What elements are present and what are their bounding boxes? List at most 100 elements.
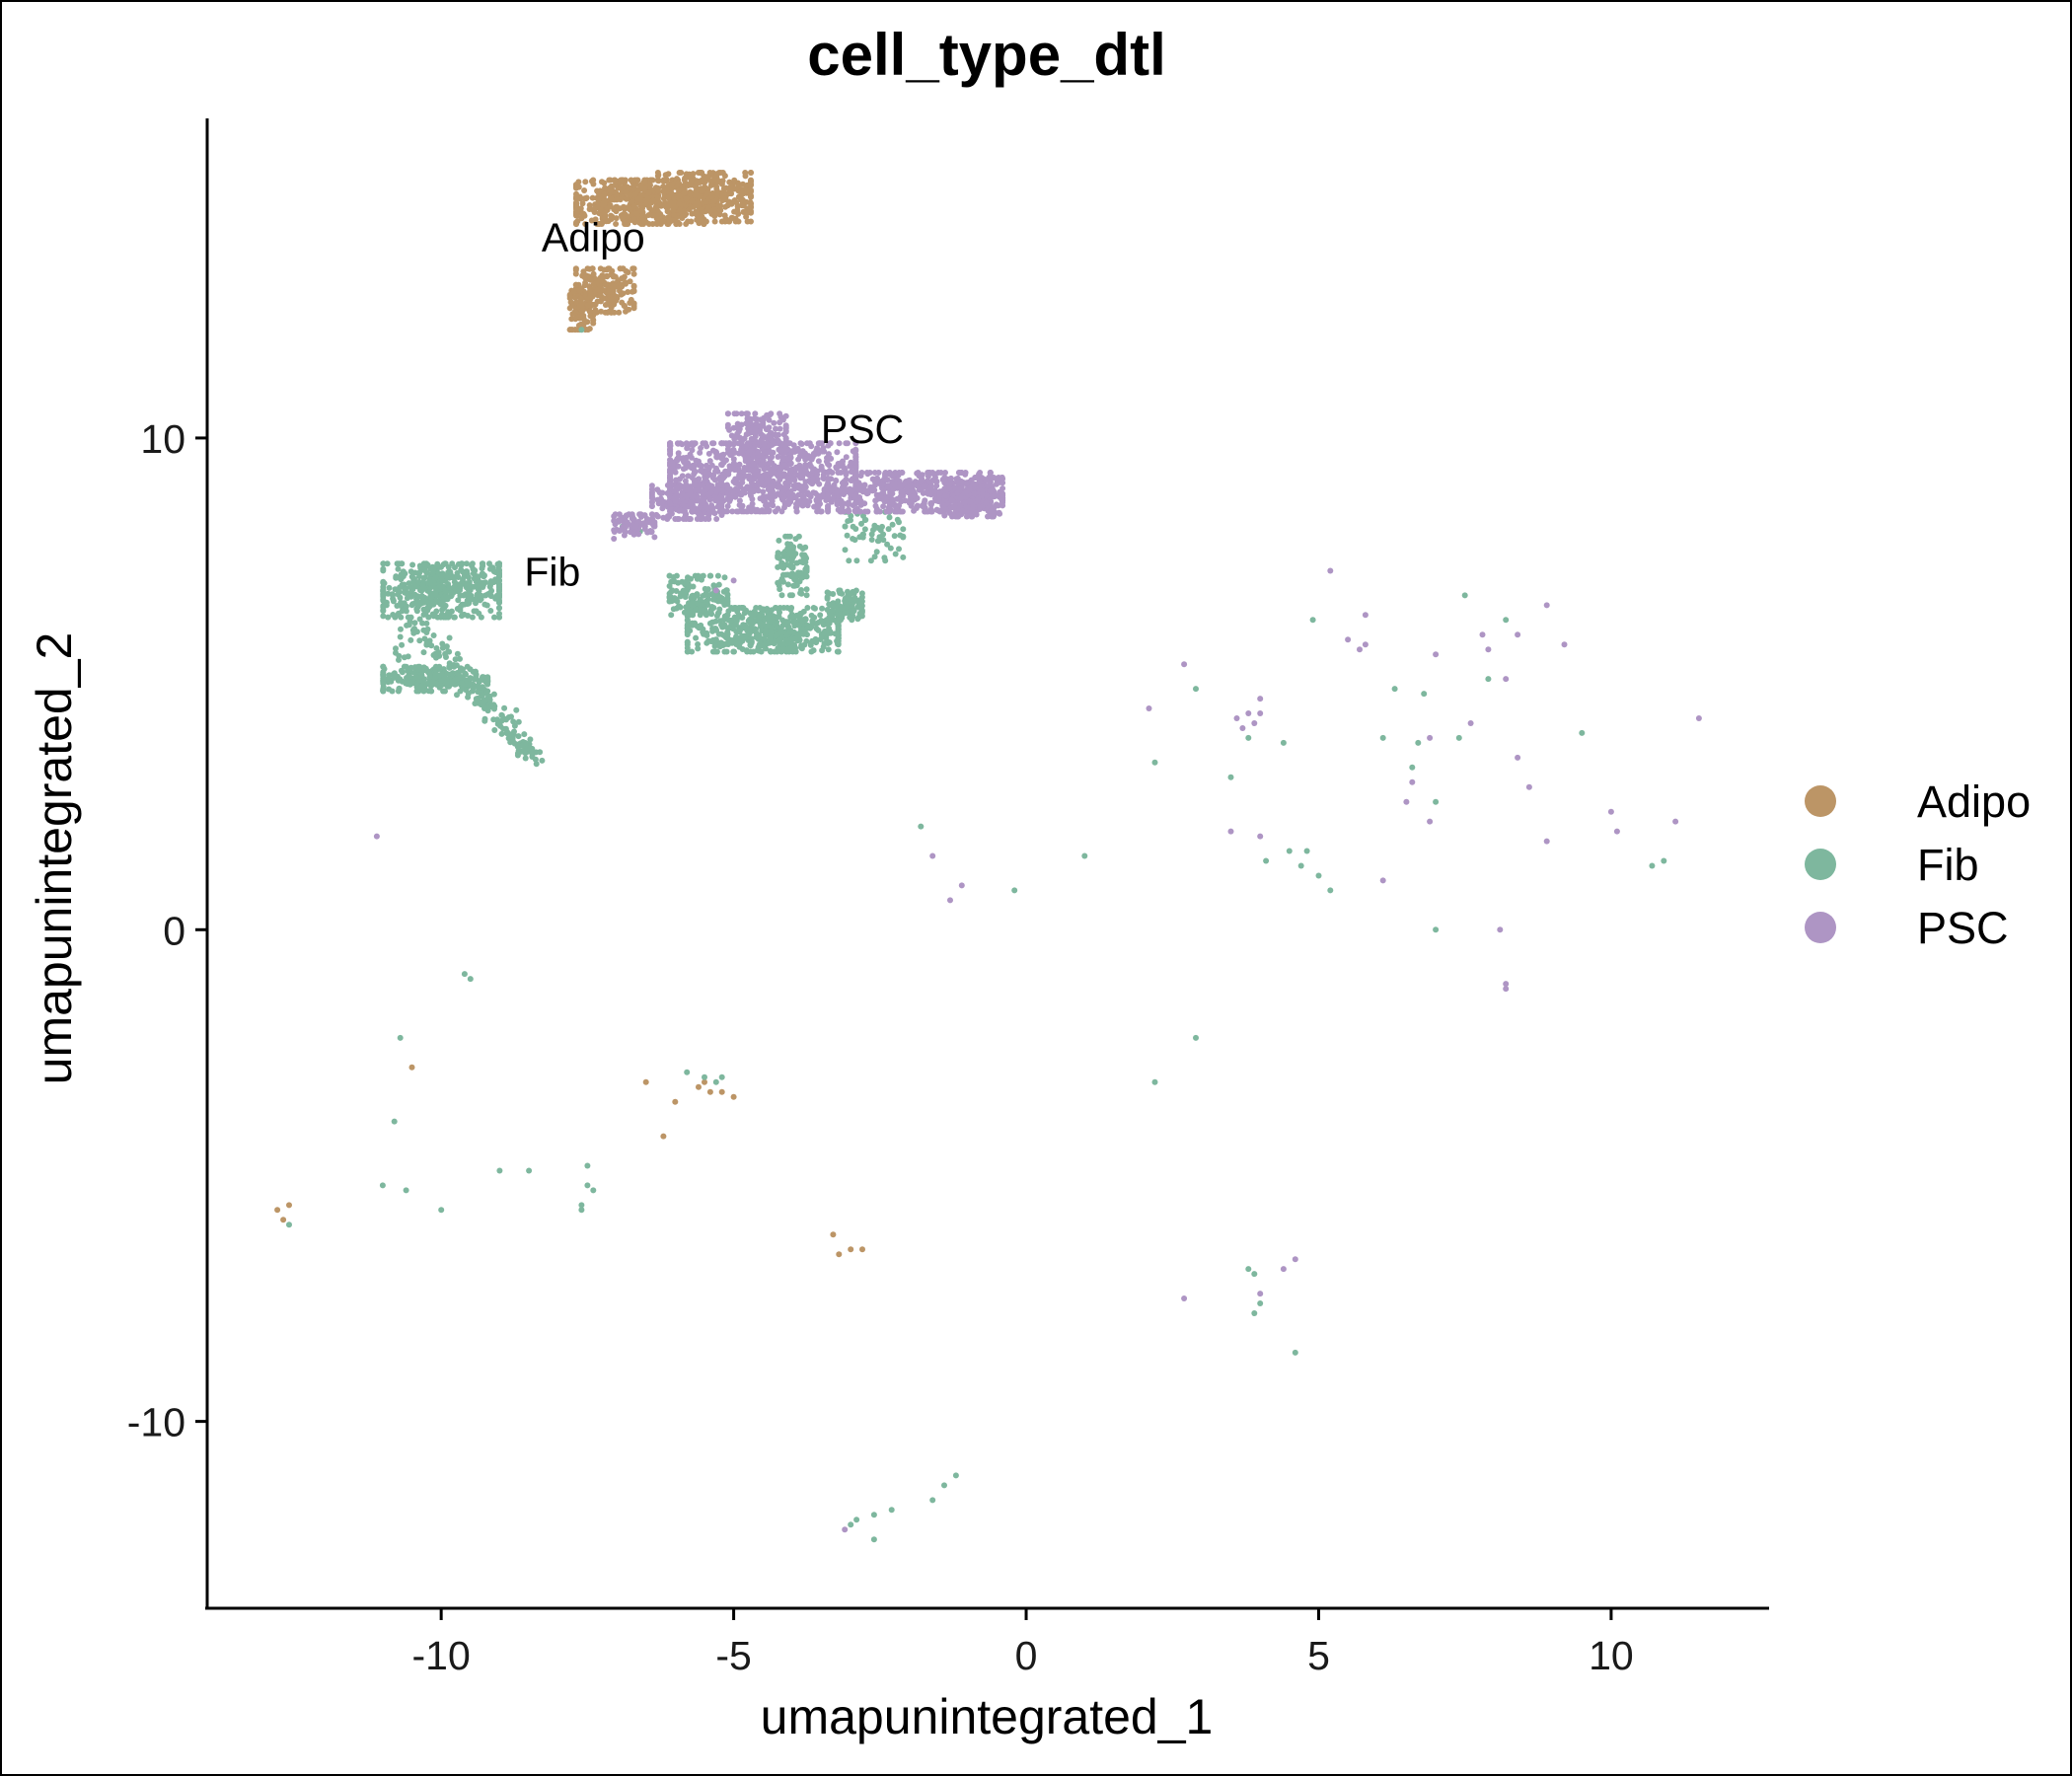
data-point [451, 614, 458, 621]
data-point [962, 470, 969, 476]
data-point [962, 489, 969, 496]
data-point [396, 686, 403, 693]
data-point [709, 648, 716, 655]
data-point [466, 681, 473, 688]
data-point [720, 475, 727, 481]
data-point [397, 602, 404, 609]
data-point [595, 196, 602, 203]
data-point [796, 578, 803, 585]
data-point [432, 591, 439, 598]
data-point [956, 511, 963, 518]
data-point [750, 460, 757, 467]
data-point [682, 512, 689, 519]
data-point [993, 481, 999, 487]
data-point [779, 455, 786, 462]
data-point [870, 1512, 877, 1518]
data-point [649, 177, 656, 184]
data-point [777, 636, 783, 643]
data-point [739, 502, 746, 509]
data-point [459, 613, 465, 620]
data-point [385, 614, 392, 621]
data-point [925, 479, 932, 485]
data-point [846, 557, 852, 564]
data-point [480, 584, 486, 590]
data-point [776, 537, 782, 544]
data-point [578, 300, 585, 307]
points-layer [274, 170, 1702, 1543]
data-point [724, 630, 731, 637]
data-point [465, 586, 472, 593]
data-point [423, 629, 430, 635]
data-point [851, 507, 858, 514]
data-point [601, 190, 608, 197]
data-point [691, 594, 698, 601]
data-point [803, 586, 810, 593]
data-point [884, 477, 891, 483]
data-point [743, 508, 750, 515]
data-point [886, 514, 893, 521]
data-point [948, 496, 955, 503]
data-point [1327, 887, 1334, 894]
data-point [614, 196, 621, 203]
data-point [459, 680, 466, 687]
data-point [590, 1187, 597, 1194]
data-point [399, 608, 406, 615]
data-point [927, 483, 934, 490]
data-point [286, 1202, 292, 1209]
data-point [648, 482, 655, 489]
data-point [619, 214, 626, 221]
data-point [748, 487, 755, 494]
data-point [667, 202, 674, 208]
data-point [897, 532, 904, 539]
data-point [933, 506, 940, 513]
data-point [380, 596, 387, 603]
data-point [731, 467, 738, 474]
data-point [889, 473, 896, 480]
data-point [836, 1251, 843, 1258]
data-point [580, 321, 587, 328]
data-point [657, 490, 664, 497]
data-point [1151, 1078, 1158, 1085]
data-point [654, 194, 661, 201]
data-point [842, 547, 849, 554]
data-point [721, 648, 728, 655]
data-point [446, 660, 453, 667]
data-point [705, 450, 712, 457]
data-point [666, 583, 673, 589]
data-point [697, 449, 703, 456]
data-point [627, 278, 633, 285]
data-point [582, 221, 589, 227]
data-point [857, 481, 864, 488]
data-point [630, 282, 637, 289]
data-point [804, 605, 811, 611]
data-point [713, 465, 719, 472]
data-point [637, 182, 644, 188]
data-point [455, 588, 462, 595]
data-point [893, 504, 900, 511]
data-point [623, 188, 629, 195]
data-point [406, 622, 412, 629]
data-point [454, 692, 460, 699]
data-point [582, 179, 589, 185]
data-point [618, 291, 625, 298]
data-point [475, 573, 481, 580]
data-point [715, 486, 722, 493]
data-point [539, 757, 546, 764]
data-point [392, 586, 399, 593]
data-point [390, 595, 397, 602]
data-point [857, 501, 864, 508]
data-point [838, 497, 845, 504]
data-point [711, 477, 718, 483]
data-point [667, 481, 674, 488]
data-point [961, 499, 968, 506]
data-point [579, 312, 586, 319]
data-point [407, 568, 414, 575]
data-point [1151, 759, 1158, 766]
data-point [472, 567, 479, 574]
data-point [794, 501, 801, 508]
data-point [725, 617, 732, 624]
data-point [404, 675, 409, 681]
data-point [667, 447, 674, 453]
data-point [676, 221, 683, 227]
